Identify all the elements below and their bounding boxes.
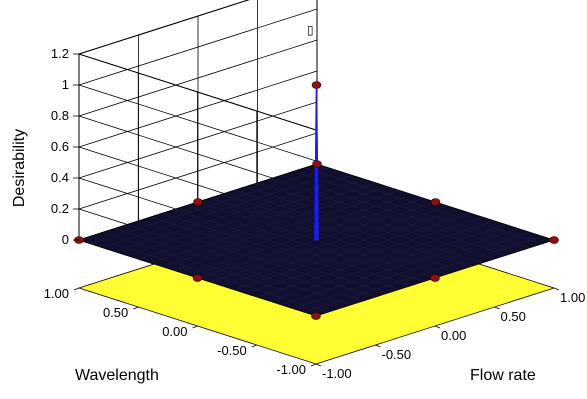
surface-mesh-line bbox=[90, 167, 329, 245]
x-axis-title: Flow rate bbox=[470, 367, 536, 384]
surface-mesh-line bbox=[173, 194, 412, 271]
y-tick-label: -1.00 bbox=[276, 362, 306, 377]
surface-mesh-line bbox=[257, 182, 495, 260]
design-point bbox=[312, 160, 322, 168]
y-tick-label: 1.00 bbox=[44, 286, 69, 301]
surface-mesh-line bbox=[150, 186, 389, 264]
design-points bbox=[74, 81, 559, 320]
y-tick-label: -0.50 bbox=[217, 343, 247, 358]
x-tick-mark bbox=[375, 344, 381, 348]
x-tick-label: 0.00 bbox=[441, 328, 466, 343]
surface-mesh-line bbox=[185, 197, 424, 275]
x-tick-mark bbox=[315, 363, 322, 367]
z-axis-title: Desirability bbox=[11, 129, 28, 207]
surface-mesh-line bbox=[102, 171, 341, 248]
design-point bbox=[430, 198, 441, 206]
z-tick-label: 0.2 bbox=[51, 201, 69, 216]
surface-mesh-line bbox=[161, 190, 401, 267]
design-point bbox=[193, 198, 203, 206]
surface-mesh-line bbox=[305, 167, 543, 245]
y-tick-label: 0.50 bbox=[103, 305, 128, 320]
y-tick-label: 0.00 bbox=[162, 324, 187, 339]
surface-mesh-line bbox=[209, 197, 447, 275]
surface-mesh-line bbox=[269, 178, 507, 256]
design-point bbox=[192, 274, 203, 282]
y-tick-mark bbox=[192, 325, 198, 329]
x-tick-mark bbox=[494, 306, 500, 310]
legend-marker: ▯ bbox=[307, 23, 314, 37]
x-tick-mark bbox=[434, 325, 441, 329]
design-point bbox=[549, 236, 559, 244]
y-tick-mark bbox=[251, 344, 257, 348]
z-tick-label: 1.2 bbox=[51, 46, 69, 61]
surface-mesh-line bbox=[281, 175, 519, 252]
x-tick-label: 0.50 bbox=[501, 309, 526, 324]
design-point bbox=[311, 81, 322, 89]
x-tick-label: -1.00 bbox=[322, 366, 352, 381]
x-tick-label: -0.50 bbox=[382, 347, 412, 362]
tick-labels: 0 0.2 0.4 0.6 0.8 1 1.2 -1.00 -0.50 0.00 0.50 1.00 -… bbox=[44, 46, 586, 381]
surface-mesh-line bbox=[126, 178, 365, 256]
z-tick-label: 0.4 bbox=[51, 170, 69, 185]
design-point bbox=[311, 312, 321, 320]
design-point bbox=[430, 274, 440, 282]
z-tick-label: 1 bbox=[62, 77, 69, 92]
x-tick-mark bbox=[553, 287, 560, 291]
surface-mesh-line bbox=[233, 190, 471, 267]
y-tick-mark bbox=[310, 363, 317, 367]
x-tick-label: 1.00 bbox=[560, 290, 585, 305]
y-axis-title: Wavelength bbox=[75, 367, 159, 384]
z-tick-label: 0 bbox=[62, 232, 69, 247]
surface-mesh-line bbox=[138, 182, 377, 260]
surface-mesh-line bbox=[221, 194, 459, 271]
y-tick-mark bbox=[133, 306, 139, 310]
surface-mesh-line bbox=[114, 175, 353, 252]
z-tick-label: 0.8 bbox=[51, 108, 69, 123]
z-tick-label: 0.6 bbox=[51, 139, 69, 154]
y-tick-mark bbox=[73, 287, 80, 291]
surface-mesh-line bbox=[245, 186, 483, 264]
surface-mesh-line bbox=[293, 171, 531, 248]
